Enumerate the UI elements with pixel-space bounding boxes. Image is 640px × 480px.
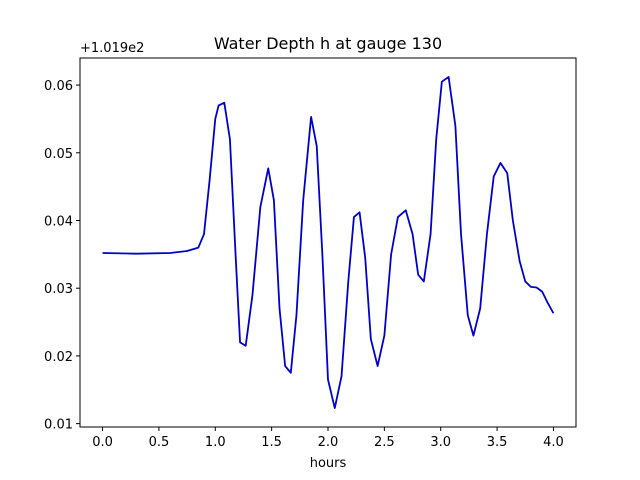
y-tick-label-4: 0.05 bbox=[44, 147, 73, 162]
x-tick-label-4: 2.0 bbox=[318, 435, 339, 450]
x-tick-label-1: 0.5 bbox=[149, 435, 170, 450]
chart-title: Water Depth h at gauge 130 bbox=[214, 34, 442, 53]
series-line-0 bbox=[102, 76, 555, 409]
x-axis-label: hours bbox=[310, 456, 347, 471]
y-tick-label-0: 0.01 bbox=[44, 418, 73, 433]
y-offset-label: +1.019e2 bbox=[80, 41, 144, 56]
plot-area: 0.0 0.5 1.0 1.5 2.0 2.5 3.0 3.5 4.0 0.01 0.02 0.03 0… bbox=[44, 57, 577, 450]
x-tick-label-6: 3.0 bbox=[430, 435, 451, 450]
x-tick-label-7: 3.5 bbox=[487, 435, 508, 450]
x-tick-label-2: 1.0 bbox=[205, 435, 226, 450]
y-tick-label-5: 0.06 bbox=[44, 79, 73, 94]
y-tick-label-3: 0.04 bbox=[44, 214, 73, 229]
x-tick-label-3: 1.5 bbox=[261, 435, 282, 450]
y-tick-label-1: 0.02 bbox=[44, 350, 73, 365]
x-tick-label-0: 0.0 bbox=[92, 435, 113, 450]
y-tick-label-2: 0.03 bbox=[44, 282, 73, 297]
x-tick-label-5: 2.5 bbox=[374, 435, 395, 450]
x-tick-label-8: 4.0 bbox=[543, 435, 564, 450]
